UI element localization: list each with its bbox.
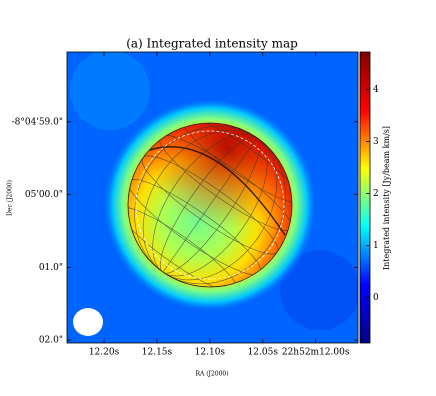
- x-tick-label: 12.05s: [248, 348, 279, 358]
- colorbar-tick-label: 1: [373, 241, 379, 251]
- x-axis-label: RA (J2000): [195, 371, 228, 378]
- x-tick-label: 12.15s: [142, 348, 173, 358]
- y-tick-label: 05'00.0": [25, 190, 63, 200]
- y-tick-label: 01.0": [39, 263, 63, 273]
- colorbar-tick-label: 2: [373, 189, 379, 199]
- y-tick-label: -8°04'59.0": [12, 117, 63, 127]
- x-tick-label: 12.10s: [195, 348, 226, 358]
- colorbar-label: Integrated intensity [Jy/beam km/s]: [382, 126, 391, 270]
- colorbar-tick-label: 0: [373, 293, 379, 303]
- y-axis-label: Dec (J2000): [7, 180, 14, 216]
- colorbar-tick-label: 3: [373, 137, 379, 147]
- x-tick-label: 12.20s: [89, 348, 120, 358]
- chart-title: (a) Integrated intensity map: [126, 37, 298, 51]
- y-tick-label: 02.0": [39, 336, 63, 346]
- intensity-image: [67, 52, 358, 343]
- x-tick-label: 22h52m12.00s: [282, 348, 350, 358]
- plot-frame: [66, 51, 359, 344]
- colorbar-tick-label: 4: [373, 85, 379, 95]
- colorbar: [359, 51, 371, 344]
